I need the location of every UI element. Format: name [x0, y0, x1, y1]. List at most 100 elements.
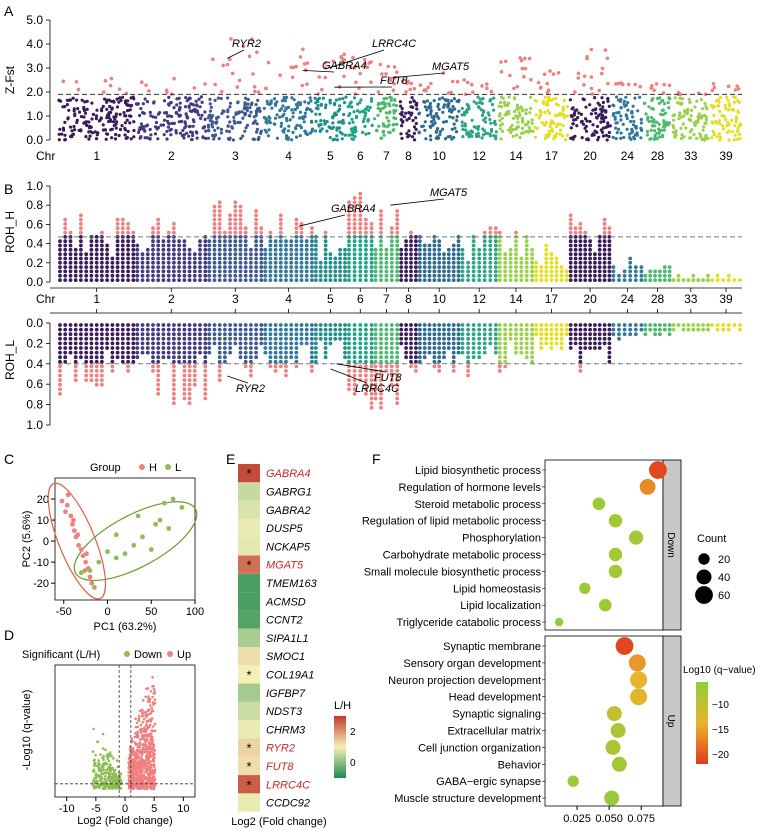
panel-a-point	[436, 102, 440, 106]
panel-b-top-point	[347, 252, 351, 257]
panel-b-top-point	[534, 273, 538, 278]
panel-b-bottom-point	[503, 341, 508, 346]
panel-a-point	[411, 135, 415, 139]
panel-a-point	[604, 125, 608, 129]
panel-a-point	[703, 101, 707, 106]
panel-b-top-point	[156, 222, 161, 226]
panel-b-bottom-point	[422, 341, 427, 346]
panel-b-bottom-point	[187, 378, 192, 382]
panel-b-bottom-point	[597, 327, 602, 332]
panel-a-point	[226, 96, 230, 100]
panel-b-bottom-point	[151, 327, 155, 332]
panel-d-point-down	[106, 771, 110, 774]
panel-b-top-point	[573, 273, 578, 278]
panel-b-top-point	[671, 278, 676, 282]
panel-a-point	[446, 105, 450, 109]
panel-a-point	[613, 117, 617, 121]
panel-b-bottom-point	[115, 341, 120, 346]
panel-a-point	[507, 128, 511, 132]
panel-a-point	[509, 126, 513, 130]
panel-b-bottom-point	[432, 336, 437, 341]
panel-b-top-point	[314, 256, 318, 261]
panel-b-top-point	[177, 239, 182, 244]
panel-b-top-point	[530, 256, 534, 261]
panel-b-top-point	[254, 217, 258, 222]
panel-b-top-point	[662, 273, 667, 278]
panel-b-bottom-point	[451, 346, 456, 350]
panel-b-top-point	[667, 273, 672, 278]
panel-b-top-point	[422, 260, 427, 265]
panel-b-bottom-point	[437, 327, 442, 332]
panel-b-bottom-point	[156, 373, 161, 378]
panel-b-bottom-point	[399, 332, 404, 337]
panel-b-bottom-point	[493, 341, 498, 346]
panel-a-point	[734, 117, 739, 121]
panel-b-bottom-point	[161, 332, 166, 337]
panel-b-top-point	[389, 260, 394, 265]
panel-b-bottom-point	[389, 373, 394, 378]
panel-a-point	[291, 115, 295, 119]
panel-b-bottom-point	[738, 327, 742, 332]
panel-a-point	[442, 105, 446, 109]
panel-b-bottom-point	[414, 369, 418, 373]
panel-b-top-point	[497, 252, 502, 257]
panel-b-bottom-point	[379, 346, 383, 350]
panel-b-top-point	[347, 230, 351, 235]
panel-a-point	[400, 136, 404, 140]
panel-b-bottom-point	[94, 364, 99, 369]
panel-b-top-point	[648, 269, 653, 274]
panel-b-top-point	[187, 278, 192, 282]
panel-b-bottom-point	[427, 332, 432, 337]
panel-b-top-point	[254, 278, 258, 282]
panel-a-sig-point	[323, 66, 328, 70]
panel-b-bottom-point	[497, 346, 502, 350]
panel-b-bottom-point	[427, 346, 432, 350]
panel-d-point-up	[151, 725, 155, 728]
panel-a-point	[547, 132, 552, 136]
panel-b-bottom-point	[471, 336, 476, 341]
panel-a-point	[85, 99, 89, 103]
panel-a-point	[517, 111, 521, 115]
panel-a-point	[129, 104, 133, 108]
panel-b-top-point	[358, 247, 363, 252]
panel-a-point	[413, 138, 417, 142]
panel-b-top-point	[379, 265, 383, 269]
panel-b-chr-label: 17	[545, 292, 559, 306]
panel-b-bottom-point	[559, 332, 564, 337]
panel-b-bottom-point	[294, 364, 299, 369]
panel-b-bottom-point	[268, 332, 273, 337]
panel-b-top-point	[198, 278, 202, 282]
panel-a-point	[252, 115, 256, 119]
panel-a-point	[448, 135, 452, 139]
panel-b-bottom-point	[84, 346, 89, 350]
panel-d-point-down	[113, 770, 116, 773]
panel-a-point	[520, 131, 524, 135]
panel-a-point	[269, 99, 273, 103]
panel-b-bottom-point	[352, 336, 357, 341]
panel-b-top-point	[299, 256, 304, 261]
panel-b-bottom-point	[691, 323, 696, 327]
panel-b-top-point	[203, 269, 208, 274]
panel-a-ytick-label: 4.0	[26, 37, 43, 51]
panel-a-chr-label: 28	[651, 149, 665, 163]
panel-b-top-point	[602, 260, 607, 265]
panel-a-sig-point	[102, 90, 106, 94]
panel-b-top-point	[156, 252, 161, 257]
panel-a-point	[722, 127, 726, 131]
panel-b-top-point	[254, 213, 258, 218]
panel-b-bottom-point	[514, 327, 518, 332]
panel-b-top-point	[126, 260, 130, 265]
panel-b-top-point	[254, 222, 258, 226]
panel-a-point	[245, 108, 249, 113]
panel-a-point	[559, 128, 563, 132]
panel-b-bottom-point	[519, 346, 524, 350]
panel-b-bottom-point	[166, 327, 171, 332]
panel-b-top-point	[289, 265, 294, 269]
panel-b-top-point	[451, 265, 456, 269]
panel-b-bottom-point	[358, 336, 363, 341]
panel-a-point	[412, 99, 416, 103]
panel-a-point	[122, 111, 126, 115]
panel-b-bottom-point	[228, 323, 233, 327]
panel-a-point	[203, 125, 207, 129]
panel-b-bottom-point	[243, 332, 248, 337]
